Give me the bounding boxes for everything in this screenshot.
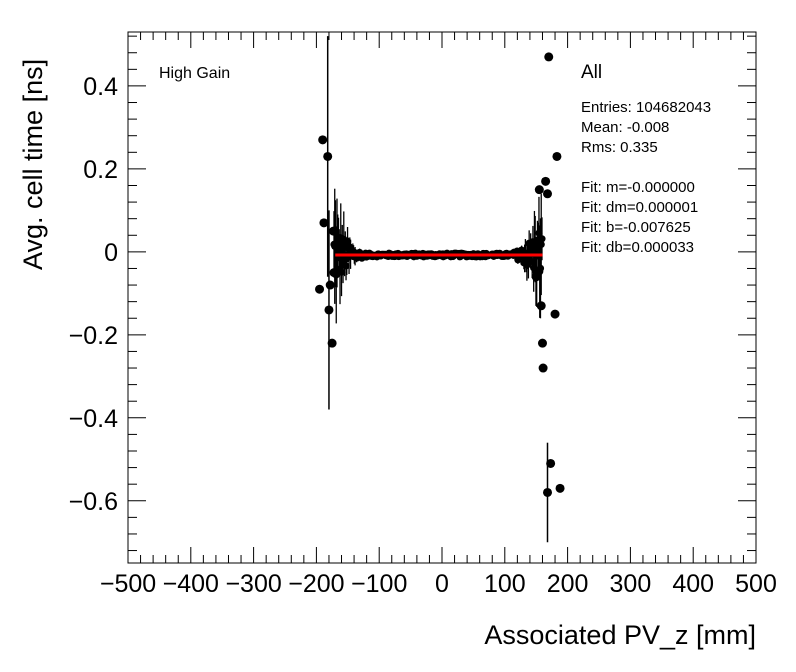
outlier-point [543,487,553,497]
x-tick-label: 400 [672,570,714,598]
outlier-point [323,151,333,161]
outlier-point [536,301,546,311]
y-tick-label: −0.2 [69,322,118,350]
data-layer [315,36,565,543]
legend-title: All [581,62,603,83]
x-tick-label: 200 [547,570,589,598]
outlier-point [328,226,338,236]
stats-entries: Entries: 104682043 [581,99,712,116]
central-point [342,262,350,270]
outlier-point [546,458,556,468]
x-tick-label: 0 [435,570,449,598]
stats-fit-db: Fit: db=0.000033 [581,239,695,256]
outlier-point [552,151,562,161]
outlier-point [324,305,334,315]
outlier-point [541,176,551,186]
outlier-point [543,189,553,199]
y-tick-label: 0 [104,239,118,267]
outlier-point [537,338,547,348]
high-gain-label: High Gain [159,65,231,82]
x-tick-label: −400 [163,570,219,598]
outlier-point [555,483,565,493]
stats-fit-m: Fit: m=-0.000000 [581,179,695,196]
stats-box: Entries: 104682043 Mean: -0.008 Rms: 0.3… [581,98,711,258]
stats-rms: Rms: 0.335 [581,139,658,156]
y-tick-label: −0.4 [69,405,118,433]
outlier-point [550,309,560,319]
stats-fit-b: Fit: b=-0.007625 [581,219,691,236]
outlier-point [534,185,544,195]
outlier-point [329,268,339,278]
central-point [537,240,545,249]
outlier-point [325,280,335,290]
outlier-point [531,272,541,282]
stats-mean: Mean: -0.008 [581,119,670,136]
y-tick-label: 0.4 [83,73,118,101]
stats-fit-dm: Fit: dm=0.000001 [581,199,699,216]
x-tick-label: 300 [610,570,652,598]
outlier-point [318,135,328,145]
tick-layer: −500 −400 −300 −200 −100 0 100 200 300 400 500 −0.6… [69,32,777,598]
x-tick-label: −200 [288,570,344,598]
x-tick-label: 100 [484,570,526,598]
y-axis-label: Avg. cell time [ns] [18,58,48,270]
x-tick-label: 500 [735,570,777,598]
central-point [538,235,546,243]
x-axis-label: Associated PV_z [mm] [484,620,756,650]
y-tick-label: 0.2 [83,156,118,184]
x-tick-label: −100 [351,570,407,598]
outlier-point [538,363,548,373]
stats-gap [581,158,711,178]
x-tick-label: −500 [100,570,156,598]
x-tick-label: −300 [225,570,281,598]
outlier-point [319,218,329,228]
y-tick-label: −0.6 [69,488,118,516]
outlier-point [544,52,554,62]
outlier-point [327,338,337,348]
outlier-point [315,284,325,294]
central-point [536,264,545,272]
